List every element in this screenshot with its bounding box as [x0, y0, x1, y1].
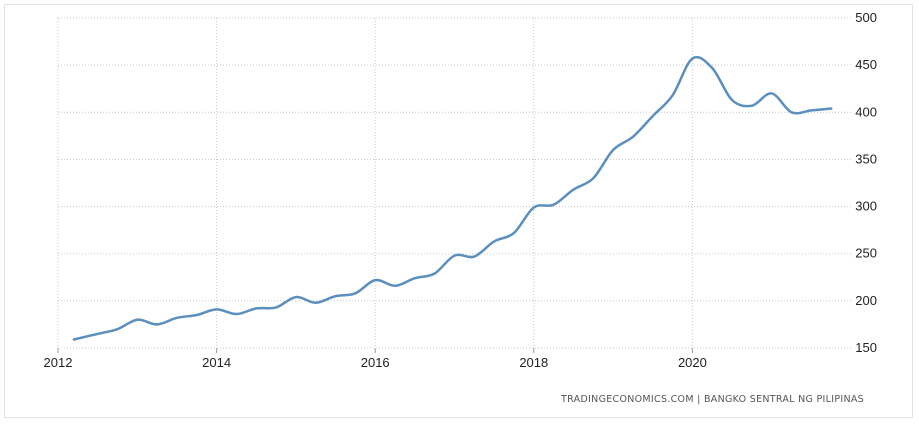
data-point	[453, 254, 457, 258]
data-point	[790, 110, 794, 114]
x-axis-ticks: 2012 2014 2016 2018 2020	[44, 348, 707, 370]
data-point	[671, 93, 675, 97]
y-tick-label: 250	[855, 246, 877, 261]
x-tick-label: 2020	[678, 355, 707, 370]
data-point	[72, 338, 76, 342]
data-point	[750, 104, 754, 108]
data-point	[234, 312, 238, 316]
x-tick-label: 2016	[361, 355, 390, 370]
data-point	[413, 276, 417, 280]
y-tick-label: 400	[855, 104, 877, 119]
y-tick-label: 450	[855, 57, 877, 72]
y-tick-label: 200	[855, 293, 877, 308]
y-tick-label: 500	[855, 10, 877, 25]
x-tick-label: 2014	[202, 355, 231, 370]
data-point	[710, 66, 714, 70]
data-point	[195, 313, 199, 317]
x-tick-label: 2018	[519, 355, 548, 370]
series	[72, 55, 833, 342]
grid	[57, 17, 851, 349]
data-point	[294, 295, 298, 299]
data-point	[96, 332, 100, 336]
data-point	[175, 316, 179, 320]
x-tick-label: 2012	[44, 355, 73, 370]
data-point	[373, 278, 377, 282]
y-tick-label: 350	[855, 151, 877, 166]
data-point	[770, 91, 774, 95]
data-point	[512, 231, 516, 235]
data-point	[334, 294, 338, 298]
chart-frame	[4, 4, 913, 418]
source-credit: TRADINGECONOMICS.COM | BANGKO SENTRAL NG…	[561, 394, 864, 405]
data-point	[730, 98, 734, 102]
y-axis-ticks: 150 200 250 300 350 400 450 500	[855, 10, 877, 355]
data-point	[254, 306, 258, 310]
data-point	[611, 148, 615, 152]
data-point	[690, 57, 694, 61]
data-point	[314, 301, 318, 305]
data-point	[591, 176, 595, 180]
data-point	[651, 114, 655, 118]
data-point	[809, 108, 813, 112]
y-tick-label: 150	[855, 340, 877, 355]
y-tick-label: 300	[855, 199, 877, 214]
series-line	[72, 55, 833, 341]
data-point	[155, 322, 159, 326]
data-point	[472, 255, 476, 259]
data-point	[829, 107, 833, 111]
data-point	[215, 307, 219, 311]
data-point	[631, 135, 635, 139]
data-point	[353, 291, 357, 295]
data-point	[274, 305, 278, 309]
data-point	[135, 318, 139, 322]
data-point	[532, 206, 536, 210]
data-point	[393, 284, 397, 288]
data-point	[115, 327, 119, 331]
data-point	[492, 239, 496, 243]
data-point	[571, 188, 575, 192]
data-point	[433, 272, 437, 276]
data-point	[552, 203, 556, 207]
